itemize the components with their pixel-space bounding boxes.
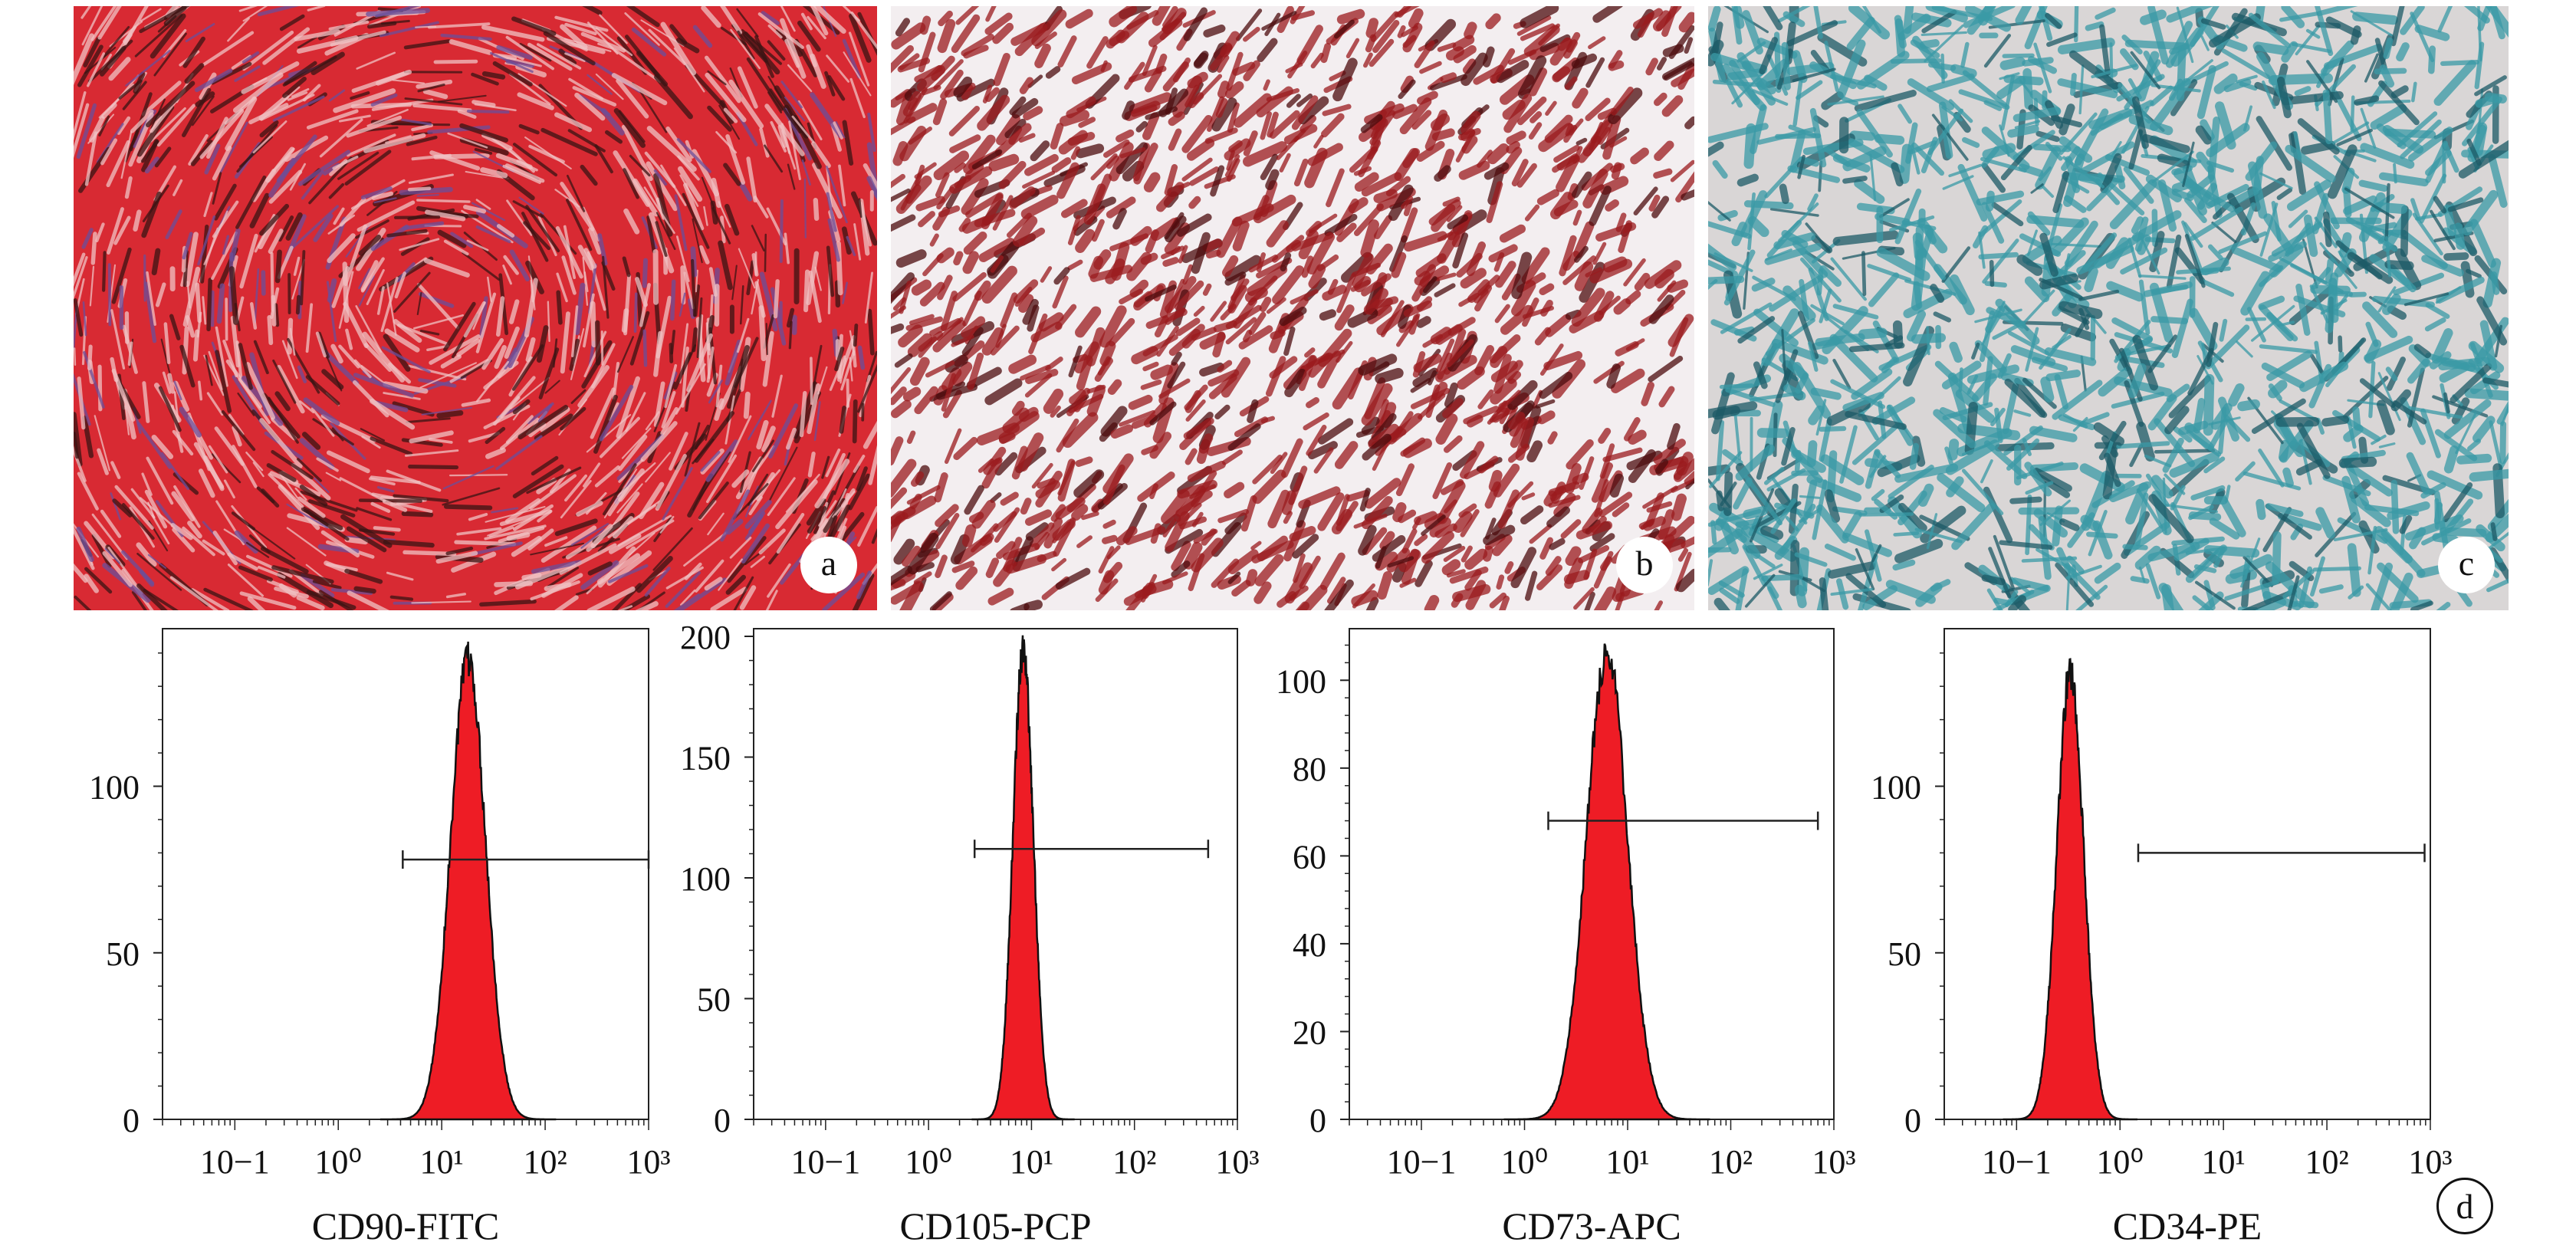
histogram-peak (971, 635, 1075, 1121)
histogram-peak (380, 641, 557, 1121)
x-tick-label: 10¹ (1010, 1143, 1053, 1181)
histogram-panel-1: 0 50 100 10−1 10⁰ 10¹ 10² 10³ CD90-FITC (89, 628, 671, 1247)
histogram-panel-2: 0 50 100 150 200 10−1 10⁰ 10¹ 10² 10³ CD105-PCP (680, 619, 1260, 1247)
x-tick-label: 10³ (1812, 1143, 1855, 1181)
histogram-peak (1503, 643, 1710, 1121)
x-tick-label: 10² (523, 1143, 567, 1181)
y-tick-label: 20 (1293, 1014, 1326, 1051)
x-tick-label: 10−1 (790, 1143, 860, 1181)
histogram-panel-4: 0 50 100 10−1 10⁰ 10¹ 10² 10³ CD34-PE (1871, 628, 2453, 1247)
y-tick-label: 0 (1904, 1102, 1921, 1139)
texture-strokes (74, 6, 877, 610)
x-tick-label: 10³ (626, 1143, 670, 1181)
x-tick-label: 10−1 (1982, 1143, 2052, 1181)
y-tick-label: 100 (680, 860, 731, 898)
photo-panel-b (891, 6, 1694, 610)
x-tick-label: 10² (2305, 1143, 2348, 1181)
photo-panel-c (1708, 6, 2509, 610)
panel-label-a: a (800, 537, 857, 593)
y-tick-label: 0 (1309, 1102, 1326, 1139)
x-axis-label: CD90-FITC (312, 1204, 499, 1247)
y-tick-label: 0 (123, 1102, 140, 1139)
x-tick-label: 10⁰ (2096, 1143, 2144, 1181)
x-tick-label: 10² (1112, 1143, 1156, 1181)
x-tick-label: 10¹ (420, 1143, 464, 1181)
y-tick-label: 100 (1871, 769, 1921, 807)
texture-strokes (891, 6, 1694, 610)
y-tick-label: 100 (1276, 662, 1326, 700)
y-tick-label: 0 (714, 1102, 731, 1139)
x-tick-label: 10⁰ (1501, 1143, 1549, 1181)
x-axis-label: CD105-PCP (899, 1204, 1091, 1247)
y-tick-label: 60 (1293, 838, 1326, 876)
x-tick-label: 10−1 (1387, 1143, 1457, 1181)
y-tick-label: 80 (1293, 751, 1326, 788)
x-axis-label: CD34-PE (2113, 1204, 2262, 1247)
photo-panel-a (74, 6, 877, 610)
y-tick-label: 40 (1293, 926, 1326, 964)
x-tick-label: 10−1 (200, 1143, 270, 1181)
x-axis-label: CD73-APC (1502, 1204, 1681, 1247)
y-tick-label: 150 (680, 740, 731, 777)
panel-label-d: d (2436, 1178, 2493, 1234)
y-tick-label: 200 (680, 619, 731, 656)
x-tick-label: 10³ (2408, 1143, 2452, 1181)
x-tick-label: 10¹ (2202, 1143, 2246, 1181)
plot-frame (753, 628, 1238, 1120)
texture-strokes (1708, 6, 2509, 610)
oil-red-stain-texture (74, 6, 877, 610)
panel-label-b: b (1616, 537, 1673, 593)
alizarin-stain-texture (891, 6, 1694, 610)
plot-frame (162, 628, 649, 1120)
y-tick-label: 50 (1888, 935, 1921, 973)
y-tick-label: 50 (697, 981, 731, 1019)
x-tick-label: 10¹ (1605, 1143, 1649, 1181)
x-tick-label: 10² (1709, 1143, 1753, 1181)
y-tick-label: 100 (89, 769, 140, 807)
y-tick-label: 50 (106, 935, 140, 973)
alcian-blue-stain-texture (1708, 6, 2509, 610)
plot-frame (1944, 628, 2431, 1120)
x-tick-label: 10⁰ (905, 1143, 952, 1181)
x-tick-label: 10⁰ (314, 1143, 362, 1181)
x-tick-label: 10³ (1215, 1143, 1259, 1181)
histogram-peak (2003, 658, 2137, 1121)
panel-label-c: c (2438, 537, 2495, 593)
histogram-panel-3: 0 20 40 60 80 100 10−1 10⁰ 10¹ 10² 10³ CD73-APC (1276, 628, 1856, 1247)
